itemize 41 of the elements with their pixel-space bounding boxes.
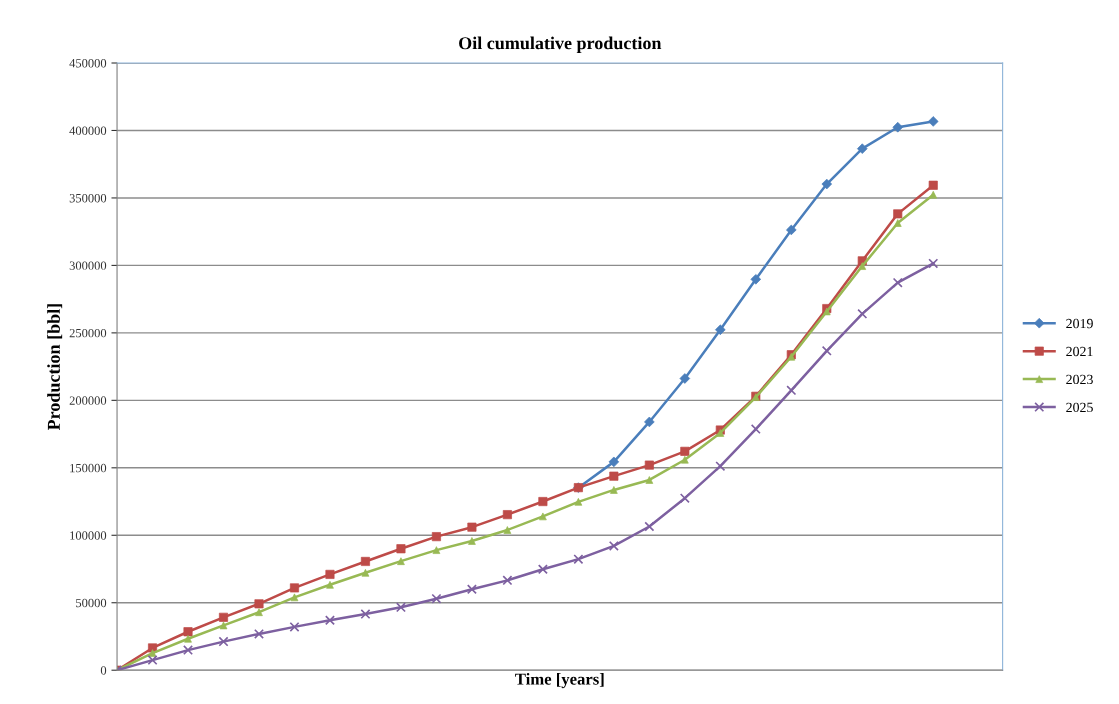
point	[147, 655, 158, 666]
x-axis-title: Time [years]	[515, 672, 604, 689]
y-tick-label: 450000	[69, 59, 107, 68]
point	[183, 645, 194, 656]
point	[857, 308, 868, 319]
y-tick-label: 300000	[69, 261, 107, 270]
point	[928, 258, 939, 269]
y-tick-label: 350000	[69, 193, 107, 203]
point	[892, 277, 903, 288]
point	[821, 345, 832, 356]
legend-label: 2021	[1066, 346, 1093, 357]
y-tick-label: 50000	[76, 598, 107, 608]
y-tick-label: 200000	[69, 396, 107, 405]
point	[573, 554, 584, 565]
y-tick-label: 150000	[70, 463, 107, 473]
point	[360, 609, 371, 620]
point	[466, 584, 477, 595]
y-tick-label: 250000	[69, 328, 107, 338]
point	[679, 493, 690, 504]
point	[644, 521, 655, 532]
y-tick-label: 0	[100, 666, 107, 675]
y-tick-label: 100000	[70, 531, 107, 540]
point	[431, 593, 442, 604]
point	[608, 540, 619, 551]
point	[431, 532, 441, 542]
point	[218, 636, 229, 647]
point	[715, 461, 726, 472]
point	[786, 385, 797, 396]
chart-title: Oil cumulative production	[459, 36, 662, 53]
y-axis-title: Production [bbl]	[47, 304, 63, 431]
point	[537, 564, 548, 575]
point	[395, 602, 406, 613]
point	[253, 628, 264, 639]
point	[289, 621, 300, 632]
legend-label: 2023	[1066, 374, 1093, 385]
point	[750, 424, 761, 435]
point	[502, 575, 513, 586]
legend-label: 2025	[1066, 402, 1093, 413]
legend-label: 2019	[1066, 318, 1093, 329]
y-tick-label: 400000	[69, 126, 107, 135]
point	[324, 615, 335, 626]
